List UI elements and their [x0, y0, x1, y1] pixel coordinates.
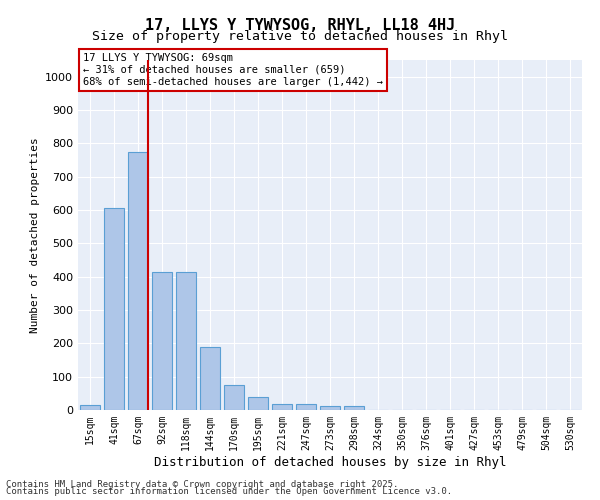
Bar	[176, 272, 196, 410]
Bar	[200, 346, 220, 410]
Bar	[128, 152, 148, 410]
Text: 17, LLYS Y TYWYSOG, RHYL, LL18 4HJ: 17, LLYS Y TYWYSOG, RHYL, LL18 4HJ	[145, 18, 455, 32]
Y-axis label: Number of detached properties: Number of detached properties	[29, 137, 40, 333]
Bar	[320, 406, 340, 410]
Bar	[248, 396, 268, 410]
Text: Size of property relative to detached houses in Rhyl: Size of property relative to detached ho…	[92, 30, 508, 43]
Bar	[224, 385, 244, 410]
Bar	[344, 406, 364, 410]
Text: Contains HM Land Registry data © Crown copyright and database right 2025.: Contains HM Land Registry data © Crown c…	[6, 480, 398, 489]
Bar	[104, 208, 124, 410]
Bar	[80, 405, 100, 410]
Text: 17 LLYS Y TYWYSOG: 69sqm
← 31% of detached houses are smaller (659)
68% of semi-: 17 LLYS Y TYWYSOG: 69sqm ← 31% of detach…	[83, 54, 383, 86]
X-axis label: Distribution of detached houses by size in Rhyl: Distribution of detached houses by size …	[154, 456, 506, 468]
Bar	[272, 404, 292, 410]
Bar	[296, 404, 316, 410]
Bar	[152, 272, 172, 410]
Text: Contains public sector information licensed under the Open Government Licence v3: Contains public sector information licen…	[6, 488, 452, 496]
